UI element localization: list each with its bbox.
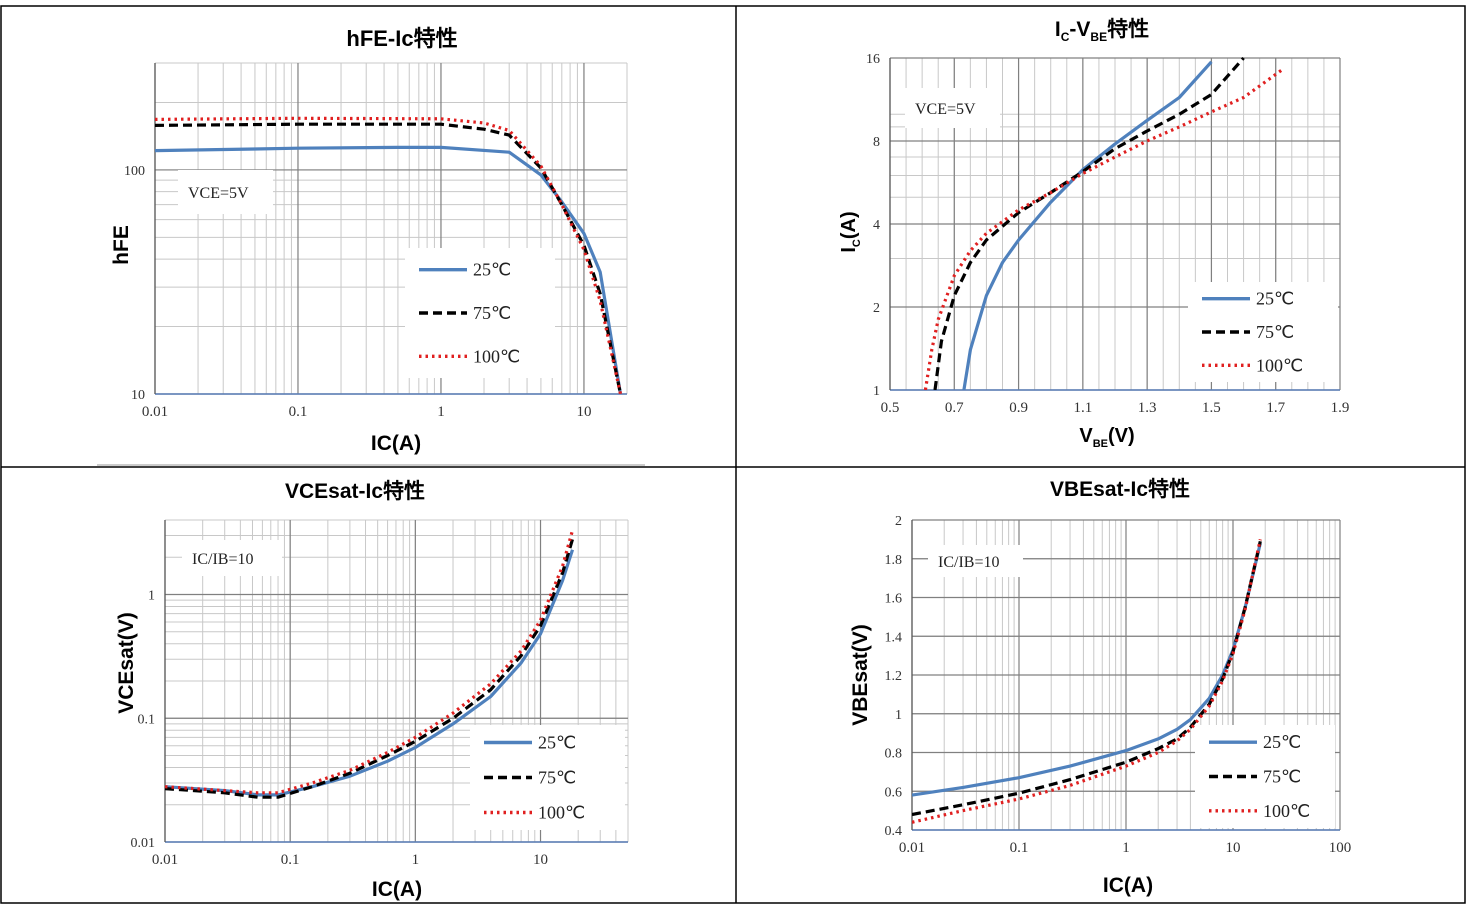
x-tick-label: 1.1 (1073, 400, 1092, 416)
series-line (962, 60, 1213, 390)
annotation-text: IC/IB=10 (192, 551, 253, 568)
x-tick-label: 0.01 (899, 840, 925, 856)
chart-vbesat: 0.01 0.1 1 10 100 0.4 0.6 0.8 1 1.2 1.4 1.6 1.8 2 IC/I… (885, 514, 1352, 856)
series-line (165, 529, 575, 795)
y-tick-label: 8 (873, 135, 880, 150)
x-axis-label: IC(A) (371, 432, 421, 455)
y-tick-label: 1 (148, 589, 155, 604)
chart-title: hFE-Ic特性 (346, 26, 457, 51)
y-tick-label: 2 (873, 301, 880, 316)
x-tick-label: 0.7 (945, 400, 964, 416)
x-tick-label: 0.5 (881, 400, 900, 416)
chart-hfe: 0.01 0.1 1 10 10 100 VCE=5V 25℃ 75℃ 100℃ (124, 62, 628, 420)
series-line (923, 68, 1284, 390)
y-tick-label: 1.8 (885, 553, 903, 568)
y-tick-label: 0.8 (885, 747, 903, 762)
plot-layer: 0.01 0.1 1 10 10 100 VCE=5V 25℃ 75℃ 100℃ 0.5 0.7 0.9… (124, 52, 1351, 868)
y-tick-label: 10 (131, 388, 145, 403)
legend-label: 100℃ (1263, 801, 1310, 821)
legend-label: 25℃ (1263, 732, 1301, 752)
annotation-box (928, 545, 1023, 577)
y-tick-label: 100 (124, 164, 145, 179)
y-tick-label: 0.6 (885, 785, 903, 800)
x-tick-label: 1 (437, 404, 445, 420)
x-tick-label: 0.1 (1010, 840, 1029, 856)
y-axis-label: IC(A) (838, 211, 863, 252)
y-axis-label: hFE (110, 225, 133, 265)
x-tick-label: 10 (533, 852, 548, 868)
x-tick-label: 1 (1122, 840, 1130, 856)
legend-label: 100℃ (473, 346, 520, 366)
legend-label: 25℃ (1256, 289, 1294, 309)
legend-label: 25℃ (538, 733, 576, 753)
chart-title: VBEsat-Ic特性 (1050, 477, 1190, 501)
chart-title: IC-VBE特性 (1055, 17, 1149, 44)
x-tick-label: 0.1 (281, 852, 300, 868)
legend-label: 75℃ (473, 303, 511, 323)
annotation-box (905, 88, 1000, 128)
table-border (0, 5, 1466, 904)
annotation-box (182, 540, 282, 576)
legend-label: 75℃ (1263, 767, 1301, 787)
series-line (165, 538, 575, 799)
series-line (165, 549, 575, 797)
y-tick-label: 0.4 (885, 824, 903, 839)
y-tick-label: 1.4 (885, 630, 903, 645)
y-axis-label: VCEsat(V) (115, 612, 138, 714)
series-line (912, 539, 1262, 824)
x-tick-label: 0.1 (289, 404, 308, 420)
annotation-text: VCE=5V (915, 101, 976, 118)
x-tick-label: 0.01 (152, 852, 178, 868)
x-tick-label: 10 (576, 404, 591, 420)
x-tick-label: 0.01 (142, 404, 168, 420)
annotation-box (178, 170, 273, 214)
chart-ic-vbe: 0.5 0.7 0.9 1.1 1.3 1.5 1.7 1.9 1 2 4 8 16 VCE=5V 25℃ 7… (866, 52, 1349, 416)
y-tick-label: 16 (866, 52, 880, 67)
x-tick-label: 1 (412, 852, 420, 868)
annotation-text: VCE=5V (188, 185, 249, 202)
x-tick-label: 1.5 (1202, 400, 1221, 416)
x-axis-label: IC(A) (372, 878, 422, 901)
y-axis-label: VBEsat(V) (849, 624, 872, 726)
legend-label: 100℃ (538, 803, 585, 823)
x-tick-label: 1.9 (1331, 400, 1350, 416)
series-line (155, 145, 623, 394)
y-tick-label: 0.01 (131, 836, 156, 851)
series-line (155, 122, 623, 394)
x-tick-label: 1.7 (1266, 400, 1285, 416)
chart-vcesat: 0.01 0.1 1 10 0.01 0.1 1 IC/IB=10 25℃ 75℃ 100℃ (131, 519, 629, 868)
x-tick-label: 1.3 (1138, 400, 1157, 416)
legend-label: 75℃ (1256, 322, 1294, 342)
y-tick-label: 1.6 (885, 592, 903, 607)
annotation-text: IC/IB=10 (938, 554, 999, 571)
x-axis-label: IC(A) (1103, 874, 1153, 897)
legend-label: 100℃ (1256, 355, 1303, 375)
x-tick-label: 100 (1329, 840, 1352, 856)
y-tick-label: 1.2 (885, 669, 903, 684)
series-line (155, 116, 623, 394)
legend-label: 75℃ (538, 768, 576, 788)
y-tick-label: 1 (895, 708, 902, 723)
x-axis-label: VBE(V) (1079, 425, 1134, 450)
y-tick-label: 2 (895, 514, 902, 529)
legend-label: 25℃ (473, 260, 511, 280)
x-tick-label: 10 (1226, 840, 1241, 856)
y-tick-label: 0.1 (138, 712, 156, 727)
y-tick-label: 4 (873, 218, 880, 233)
y-tick-label: 1 (873, 384, 880, 399)
chart-title: VCEsat-Ic特性 (285, 479, 425, 503)
x-tick-label: 0.9 (1009, 400, 1028, 416)
